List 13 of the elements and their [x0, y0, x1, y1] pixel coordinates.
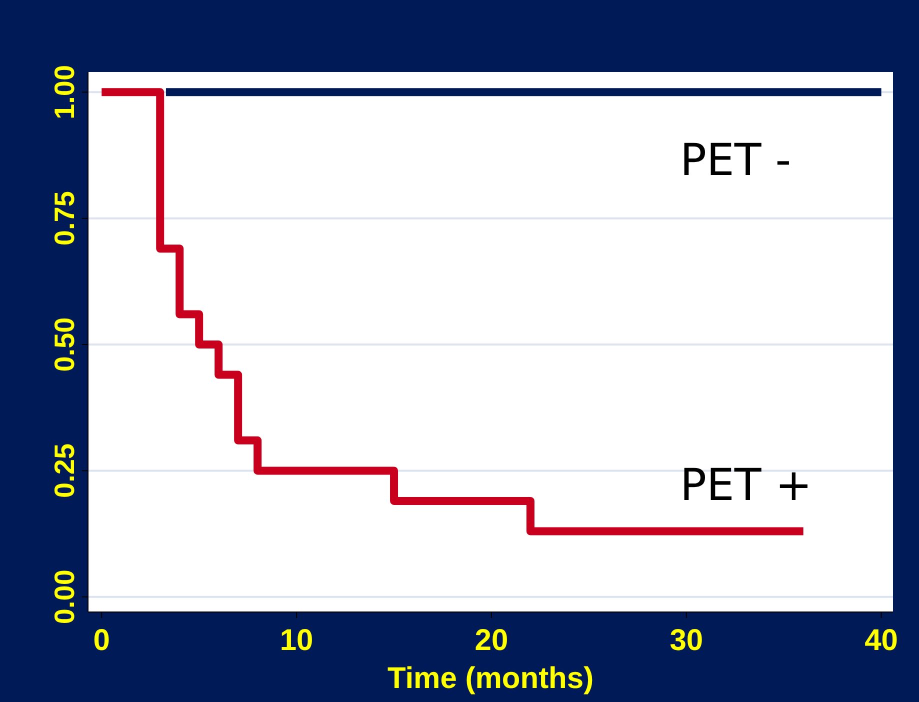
- x-tick-label: 0: [93, 624, 110, 657]
- series-label: PET -: [680, 135, 792, 186]
- y-tick-label: 1.00: [49, 64, 80, 120]
- x-tick-label: 40: [864, 624, 898, 657]
- y-tick-label: 0.50: [49, 317, 80, 372]
- x-axis-title: Time (months): [387, 662, 594, 695]
- series-label: PET +: [680, 460, 812, 511]
- x-tick-label: 20: [474, 624, 508, 657]
- y-tick-label: 0.00: [49, 570, 80, 624]
- x-tick-label: 30: [670, 624, 704, 657]
- y-tick-label: 0.25: [49, 443, 80, 498]
- y-tick-label: 0.75: [49, 191, 80, 246]
- x-tick-label: 10: [280, 624, 314, 657]
